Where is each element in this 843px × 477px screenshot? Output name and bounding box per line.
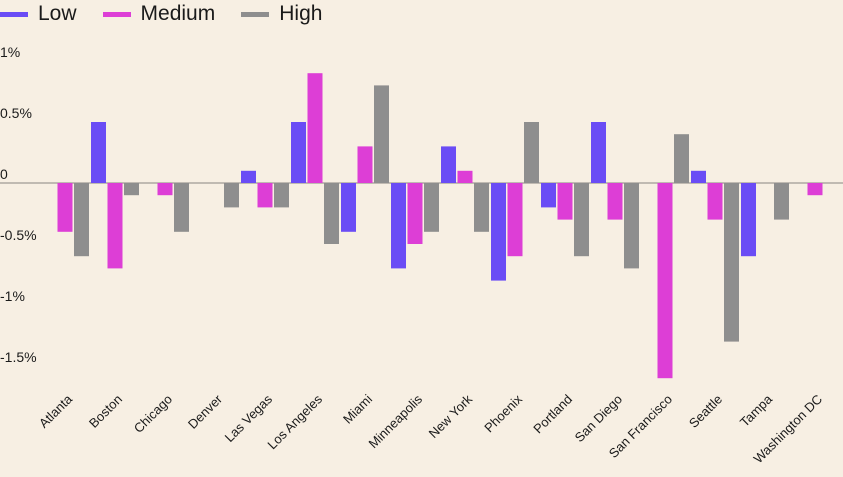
bar-high-san-diego: [624, 183, 639, 269]
x-tick-label: Portland: [530, 392, 575, 437]
x-tick-label: Miami: [340, 391, 375, 426]
x-tick-label: Atlanta: [36, 391, 76, 431]
x-tick-label: Boston: [86, 392, 125, 431]
bar-low-tampa: [741, 183, 756, 257]
x-tick-label: Phoenix: [481, 391, 525, 435]
x-tick-label: Las Vegas: [222, 391, 276, 445]
x-tick-label: San Diego: [572, 392, 626, 446]
bar-low-san-diego: [591, 122, 606, 183]
bar-medium-phoenix: [507, 183, 523, 257]
bar-medium-seattle: [707, 183, 723, 220]
y-tick-label: 1%: [0, 44, 20, 60]
bar-medium-minneapolis: [407, 183, 423, 244]
bar-medium-san-francisco: [657, 183, 673, 379]
y-tick-label: 0.5%: [0, 105, 32, 121]
bar-medium-los-angeles: [307, 73, 323, 183]
bar-high-las-vegas: [274, 183, 289, 208]
legend: Low Medium High: [0, 0, 348, 28]
legend-item-high: High: [241, 2, 322, 26]
bar-low-las-vegas: [241, 170, 256, 183]
bar-high-denver: [224, 183, 239, 208]
x-tick-label: Los Angeles: [264, 391, 325, 452]
y-tick-label: -1%: [0, 288, 25, 304]
bar-high-chicago: [174, 183, 189, 232]
legend-swatch: [241, 11, 270, 17]
bar-high-minneapolis: [424, 183, 439, 232]
x-tick-label: Minneapolis: [365, 391, 425, 451]
bar-medium-new-york: [457, 170, 473, 183]
legend-label: Low: [38, 2, 77, 25]
legend-item-low: Low: [0, 2, 77, 26]
y-tick-label: -0.5%: [0, 227, 37, 243]
bar-medium-san-diego: [607, 183, 623, 220]
bar-medium-las-vegas: [257, 183, 273, 208]
legend-swatch: [0, 11, 28, 17]
bar-low-seattle: [691, 170, 706, 183]
x-tick-label: Denver: [185, 391, 226, 432]
y-tick-label: 0: [0, 166, 8, 182]
bar-high-los-angeles: [324, 183, 339, 244]
bar-high-seattle: [724, 183, 739, 342]
bar-medium-miami: [357, 146, 373, 183]
bar-high-miami: [374, 85, 389, 183]
bar-low-minneapolis: [391, 183, 406, 269]
x-tick-label: Tampa: [737, 391, 776, 430]
bar-high-san-francisco: [674, 134, 689, 183]
legend-item-medium: Medium: [102, 2, 216, 26]
bar-low-los-angeles: [291, 122, 306, 183]
bar-medium-atlanta: [57, 183, 73, 232]
x-tick-label: Seattle: [686, 392, 725, 431]
y-tick-label: -1.5%: [0, 349, 37, 365]
bar-medium-portland: [557, 183, 573, 220]
bar-high-new-york: [474, 183, 489, 232]
bar-medium-boston: [107, 183, 123, 269]
bar-low-boston: [91, 122, 106, 183]
bar-low-miami: [341, 183, 356, 232]
bar-low-portland: [541, 183, 556, 208]
bar-low-new-york: [441, 146, 456, 183]
bar-high-tampa: [774, 183, 789, 220]
bar-low-phoenix: [491, 183, 506, 281]
bar-high-phoenix: [524, 122, 539, 183]
legend-label: Medium: [140, 2, 216, 25]
bar-high-portland: [574, 183, 589, 257]
bar-medium-chicago: [157, 183, 173, 196]
legend-label: High: [279, 2, 323, 25]
bar-high-boston: [124, 183, 139, 196]
legend-swatch: [102, 11, 131, 17]
bar-high-atlanta: [74, 183, 89, 257]
bar-medium-washington-dc: [807, 183, 823, 196]
x-tick-label: Chicago: [131, 392, 175, 436]
x-tick-label: New York: [426, 391, 476, 441]
